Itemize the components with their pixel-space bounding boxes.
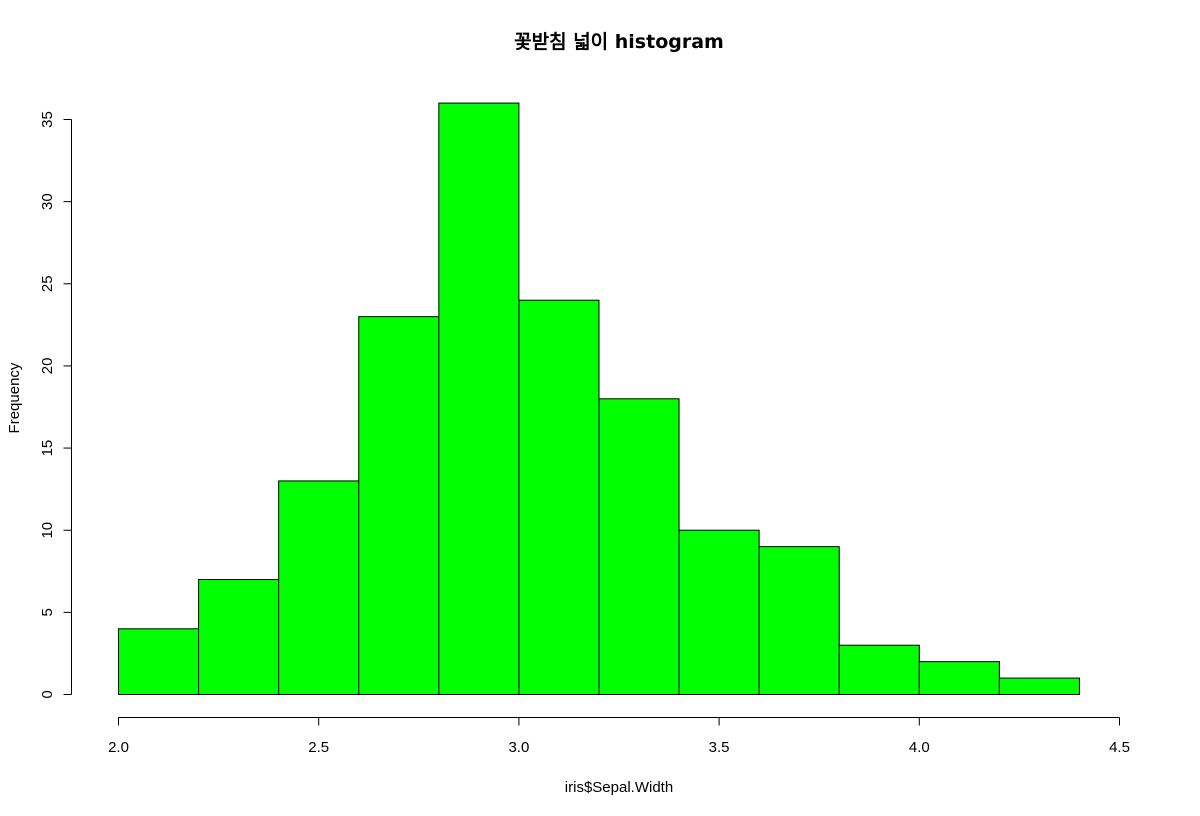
histogram-bar	[278, 480, 360, 695]
bars	[118, 102, 1080, 696]
histogram-bar	[998, 677, 1080, 695]
histogram-bar	[118, 628, 200, 695]
histogram-bar	[838, 644, 920, 696]
x-tick-label: 2.5	[308, 739, 329, 756]
histogram-bar	[198, 579, 280, 695]
x-tick-label: 3.5	[709, 739, 730, 756]
y-tick-label: 25	[39, 275, 56, 292]
x-axis: 2.0 2.5 3.0 3.5 4.0 4.5	[108, 717, 1130, 756]
x-tick-label: 3.0	[508, 739, 529, 756]
y-tick-label: 10	[39, 522, 56, 539]
histogram-bar	[918, 661, 1000, 696]
histogram-bar	[358, 316, 440, 695]
y-tick-label: 15	[39, 440, 56, 457]
x-tick-label: 2.0	[108, 739, 129, 756]
x-axis-label: iris$Sepal.Width	[565, 779, 673, 796]
y-axis-label: Frequency	[6, 362, 23, 433]
y-tick-label: 35	[39, 111, 56, 128]
x-tick-label: 4.5	[1109, 739, 1130, 756]
y-tick-label: 5	[39, 608, 56, 616]
histogram-bar	[598, 398, 680, 695]
histogram-bar	[518, 299, 600, 695]
y-axis: 0 5 10 15 20 25 30 35	[39, 111, 72, 699]
y-tick-label: 0	[39, 690, 56, 698]
histogram-bar	[438, 102, 520, 696]
chart-title: 꽃받침 넓이 histogram	[514, 31, 724, 53]
x-tick-label: 4.0	[909, 739, 930, 756]
y-tick-label: 20	[39, 358, 56, 375]
histogram-bar	[758, 546, 840, 696]
y-tick-label: 30	[39, 193, 56, 210]
histogram-bar	[678, 529, 760, 696]
